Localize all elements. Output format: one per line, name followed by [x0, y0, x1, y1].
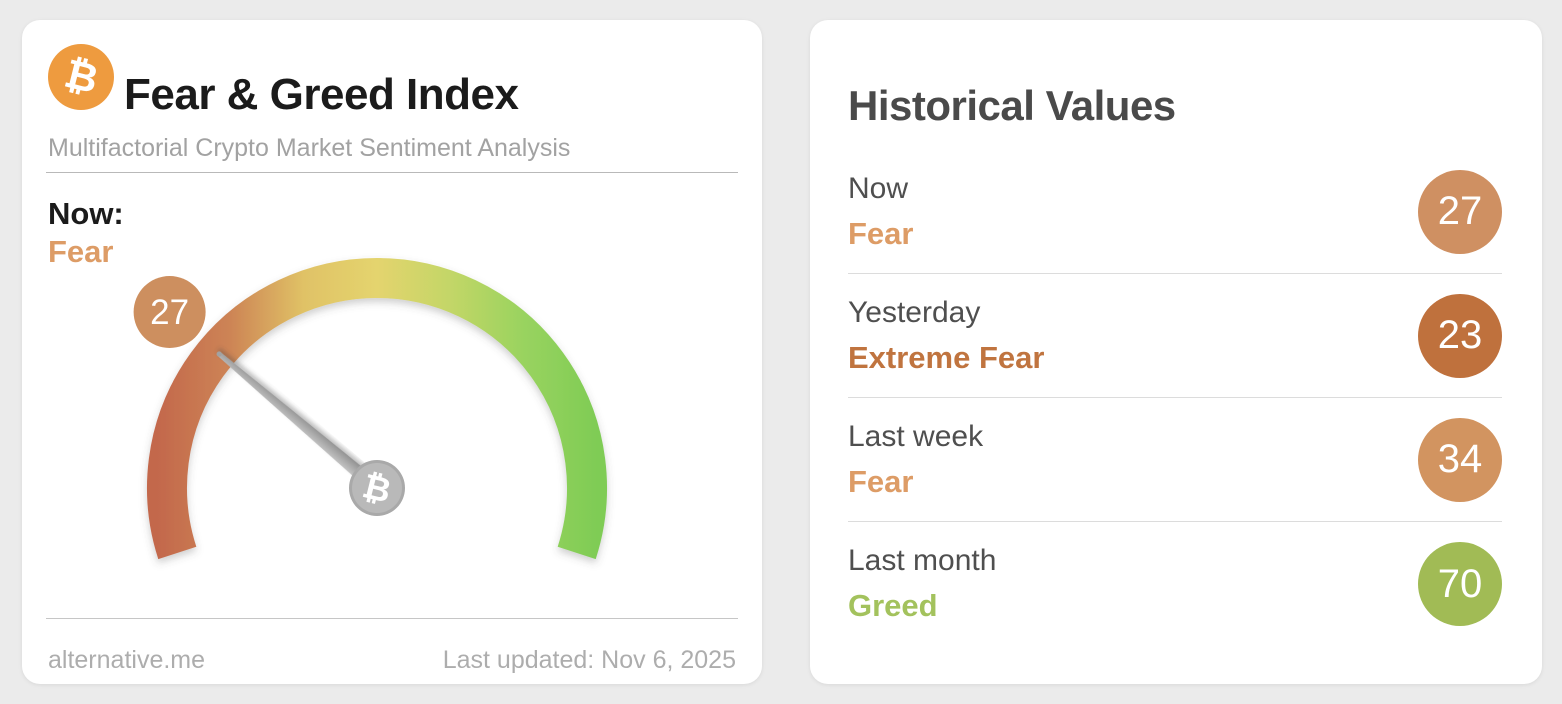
row-period: Last week — [848, 419, 984, 453]
row-value-badge: 70 — [1418, 542, 1502, 626]
card-title: Fear & Greed Index — [124, 70, 519, 119]
row-period: Last month — [848, 544, 997, 578]
gauge-pivot-bitcoin-icon: ₿ — [349, 460, 405, 516]
card-footer: alternative.me Last updated: Nov 6, 2025 — [48, 646, 736, 675]
historical-rows: Now Fear 27 Yesterday Extreme Fear 23 La… — [848, 150, 1502, 646]
gauge-needle — [216, 351, 382, 494]
historical-row: Last month Greed 70 — [848, 522, 1502, 646]
row-sentiment: Fear — [848, 463, 914, 499]
fear-greed-gauge-card: ₿ Fear & Greed Index Multifactorial Cryp… — [22, 20, 762, 684]
svg-text:27: 27 — [150, 293, 189, 332]
row-value-badge: 34 — [1418, 417, 1502, 502]
row-sentiment: Fear — [848, 215, 914, 251]
historical-row: Yesterday Extreme Fear 23 — [848, 274, 1502, 398]
row-sentiment: Extreme Fear — [848, 339, 1045, 375]
bitcoin-logo-icon: ₿ — [48, 44, 114, 110]
historical-row: Now Fear 27 — [848, 150, 1502, 274]
header-divider — [46, 172, 738, 173]
card-subtitle: Multifactorial Crypto Market Sentiment A… — [48, 134, 571, 162]
row-value-badge: 27 — [1418, 169, 1502, 254]
gauge-scale-arc — [147, 257, 607, 560]
now-sentiment: Fear — [48, 234, 114, 269]
footer-divider — [46, 618, 738, 619]
gauge-value-badge: 27 — [133, 276, 206, 349]
historical-title: Historical Values — [848, 82, 1176, 129]
gauge-chart: ₿ 27 — [133, 257, 607, 560]
last-updated-text: Last updated: Nov 6, 2025 — [442, 646, 736, 674]
row-period: Yesterday — [848, 295, 981, 329]
now-label: Now: — [48, 196, 124, 231]
row-sentiment: Greed — [848, 588, 938, 624]
historical-values-card: Historical Values Now Fear 27 Yesterday … — [810, 20, 1542, 684]
bitcoin-glyph: ₿ — [59, 50, 103, 104]
historical-row: Last week Fear 34 — [848, 398, 1502, 522]
row-period: Now — [848, 171, 909, 205]
row-value-badge: 23 — [1418, 293, 1502, 378]
source-link[interactable]: alternative.me — [48, 646, 206, 674]
